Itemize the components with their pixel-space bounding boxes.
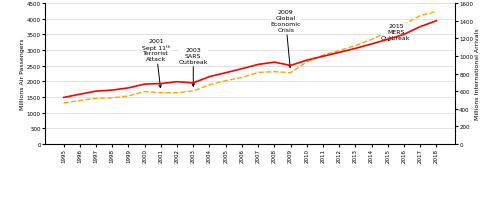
Text: 2009
Global
Economic
Crisis: 2009 Global Economic Crisis: [270, 10, 301, 68]
Y-axis label: Millions Air Passengers: Millions Air Passengers: [20, 39, 25, 110]
Y-axis label: Millions International Arrivals: Millions International Arrivals: [474, 29, 480, 120]
Text: 2015
MERS
Outbreak: 2015 MERS Outbreak: [381, 24, 410, 41]
Text: 2001
Sept 11ᵗʰ
Terrorist
Attack: 2001 Sept 11ᵗʰ Terrorist Attack: [142, 38, 171, 88]
Text: 2003
SARS
Outbreak: 2003 SARS Outbreak: [178, 48, 208, 87]
